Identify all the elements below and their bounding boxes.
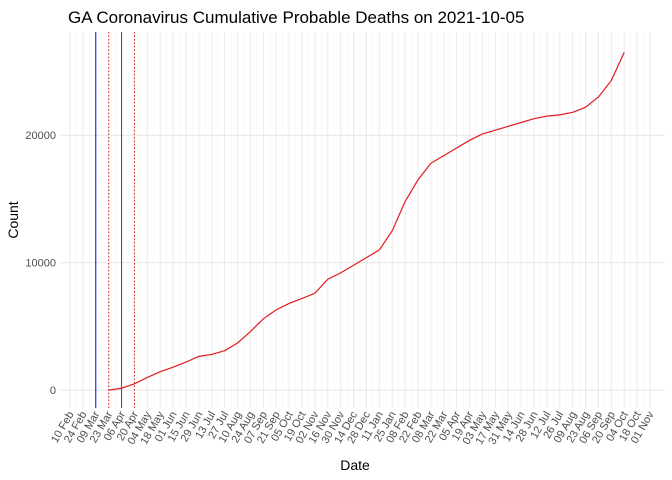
y-axis-title: Count: [5, 201, 21, 238]
y-tick-label: 0: [50, 385, 56, 397]
data-line: [108, 52, 625, 391]
x-axis-title: Date: [340, 457, 370, 473]
y-tick-label: 10000: [25, 258, 56, 270]
chart-title: GA Coronavirus Cumulative Probable Death…: [68, 8, 524, 27]
y-tick-label: 20000: [25, 130, 56, 142]
